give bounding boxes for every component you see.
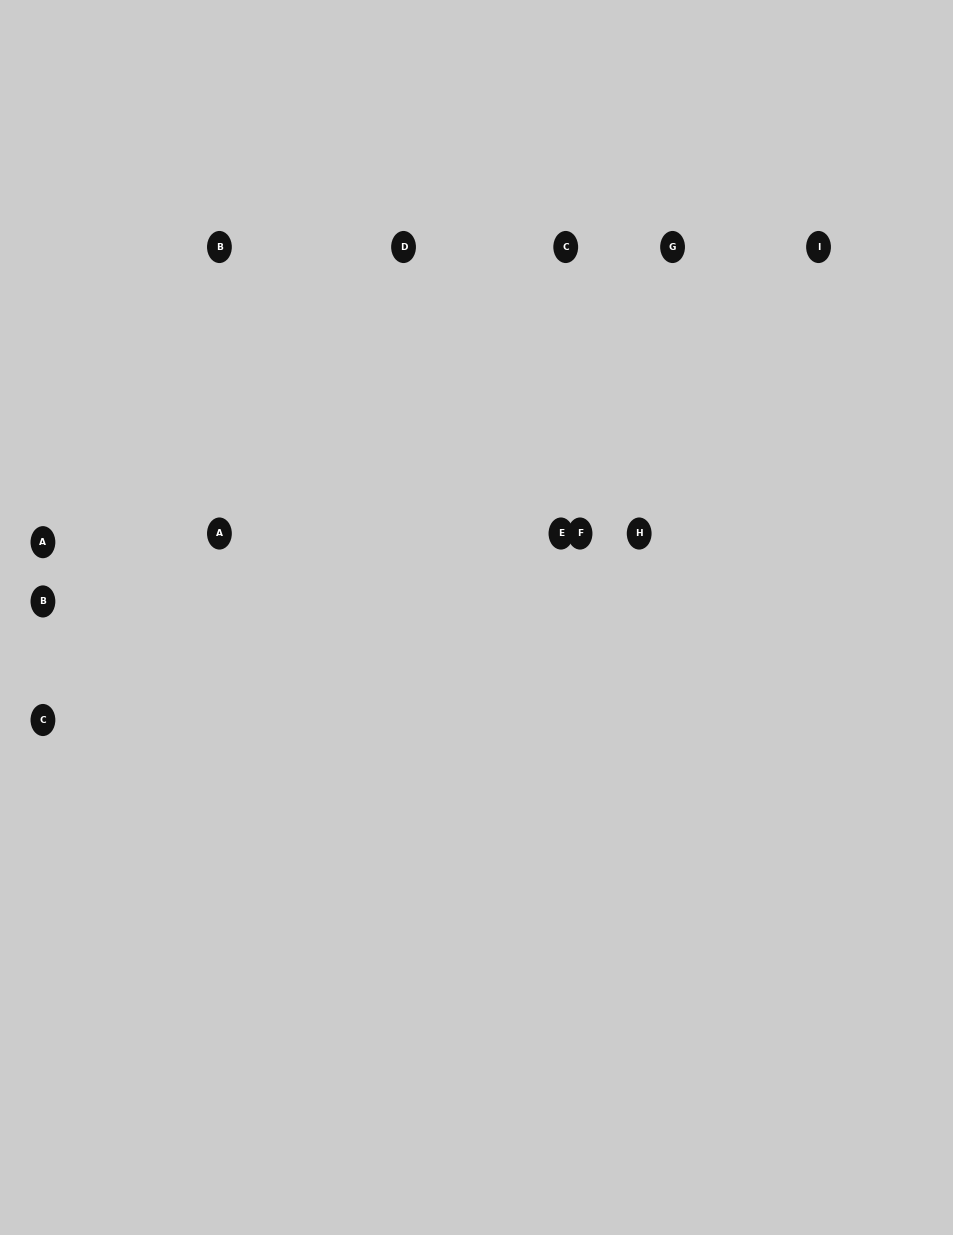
Circle shape: [30, 704, 55, 736]
Text: The washer is locked - will blink once if you press any button or turn the cycle: The washer is locked - will blink once i…: [100, 1072, 519, 1082]
Text: Hold Turns In SmArt: Hold Turns In SmArt: [540, 509, 590, 514]
FancyBboxPatch shape: [362, 483, 374, 490]
Circle shape: [207, 231, 232, 263]
Text: Start and Unlock Lid: Start and Unlock Lid: [59, 589, 203, 603]
Text: I: I: [816, 242, 820, 252]
Text: Power: Power: [59, 530, 103, 543]
Text: Unlock Lid: Unlock Lid: [199, 370, 235, 377]
Text: Extra Light: Extra Light: [553, 467, 582, 472]
Text: The My Settings feature is on for this cycle.: The My Settings feature is on for this c…: [100, 1057, 316, 1067]
Text: Press Start to begin the cycle. NOTE: The lid must be closed for the washer to f: Press Start to begin the cycle. NOTE: Th…: [59, 627, 948, 650]
Text: Cold: Cold: [592, 440, 604, 445]
Text: Normal: Normal: [470, 275, 495, 280]
Text: • Select wash cycle.
• Select wash options,
  including Fabric Softener
  option: • Select wash cycle. • Select wash optio…: [519, 142, 650, 216]
Text: Cycle stopped because lid is open. Close the lid.: Cycle stopped because lid is open. Close…: [176, 953, 417, 963]
Circle shape: [548, 517, 573, 550]
Text: Step 4: Step 4: [762, 80, 805, 94]
Circle shape: [30, 526, 55, 558]
Text: 🔒: 🔒: [81, 1072, 87, 1082]
Circle shape: [381, 364, 419, 414]
Text: The eWash feature is selected.: The eWash feature is selected.: [746, 1130, 900, 1140]
FancyBboxPatch shape: [405, 483, 416, 490]
Text: C: C: [562, 242, 568, 252]
Text: SmartDispense™: SmartDispense™: [772, 272, 844, 280]
Text: Medium: Medium: [627, 385, 649, 390]
Circle shape: [567, 517, 592, 550]
Text: Display and Status Lights: Display and Status Lights: [59, 708, 239, 721]
Text: Normal: Normal: [553, 412, 573, 417]
Text: Tap Cold: Tap Cold: [592, 467, 615, 472]
Text: Light: Light: [553, 440, 566, 445]
Text: My
Settings: My Settings: [693, 280, 714, 291]
Text: The Energy Smart feature is selected. See About Appliance Communication section.: The Energy Smart feature is selected. Se…: [124, 1105, 543, 1115]
Text: Normal: Normal: [388, 274, 413, 280]
Text: F: F: [577, 529, 582, 538]
Text: Soil: Soil: [553, 351, 566, 359]
Text: Towels / Sheets: Towels / Sheets: [470, 309, 523, 314]
Text: Low: Low: [627, 412, 638, 417]
Text: • dELAY: • dELAY: [64, 856, 108, 866]
Circle shape: [553, 231, 578, 263]
Text: Water being heated for Sanitize cycle.: Water being heated for Sanitize cycle.: [176, 939, 367, 948]
Text: The lid is locked. See the Control
Lock description.: The lid is locked. See the Control Lock …: [746, 1105, 910, 1128]
Text: Dark Colors: Dark Colors: [311, 329, 351, 333]
Text: Tank Levels: Tank Levels: [710, 315, 746, 320]
Text: Operating instructions.: Operating instructions.: [32, 35, 415, 63]
Text: Warm Colors: Warm Colors: [592, 385, 627, 390]
Text: e: e: [597, 395, 602, 405]
Text: ♥: ♥: [81, 1057, 90, 1067]
Text: Washer in a delay start (4 hour maximum) awaiting lower energy rates (see the En: Washer in a delay start (4 hour maximum)…: [176, 884, 692, 894]
Text: Start: Start: [208, 284, 227, 293]
Text: Control
Light: Control Light: [752, 280, 769, 291]
Text: Softener
Tank 6%: Softener Tank 6%: [813, 315, 836, 326]
Text: A: A: [215, 529, 223, 538]
Text: Select Cycle and Hold Button for Stain options: Select Cycle and Hold Button for Stain o…: [336, 478, 464, 483]
Text: Pretreat
Bleach: Pretreat Bleach: [664, 453, 683, 463]
Text: Extra Hot: Extra Hot: [592, 358, 618, 363]
Text: Bulky Items: Bulky Items: [470, 342, 511, 347]
Text: • PAUSE: • PAUSE: [64, 982, 110, 992]
Text: The display shows the approximate time remaining until the end of the cycle.: The display shows the approximate time r…: [59, 761, 446, 771]
Text: Detergent
Tank 6%: Detergent Tank 6%: [767, 315, 796, 326]
Text: Feature status lights indicate (see sections F, G and H for more details):: Feature status lights indicate (see sect…: [59, 1042, 465, 1052]
Circle shape: [805, 231, 830, 263]
Text: Speedwash: Speedwash: [311, 477, 351, 482]
Circle shape: [626, 517, 651, 550]
FancyBboxPatch shape: [188, 332, 247, 372]
Text: Step 3: Step 3: [519, 80, 562, 94]
Text: DELAY
WASH: DELAY WASH: [711, 1137, 730, 1149]
Text: A Delay Wash time is set.: A Delay Wash time is set.: [746, 1155, 874, 1165]
Circle shape: [348, 321, 453, 457]
Text: • CyCLE PrEP: • CyCLE PrEP: [64, 841, 138, 851]
Text: Sensing dry load size prior to fill (normal).: Sensing dry load size prior to fill (nor…: [176, 841, 386, 851]
Text: Spin: Spin: [635, 351, 652, 359]
Text: Hold 3 Sec to
Lock Controls: Hold 3 Sec to Lock Controls: [803, 280, 836, 291]
Text: Delay
Wash: Delay Wash: [558, 483, 572, 493]
Text: • H2O SUPPLY: • H2O SUPPLY: [64, 925, 143, 935]
Circle shape: [30, 585, 55, 618]
Text: LID
LOCKED: LID LOCKED: [706, 1088, 735, 1099]
Text: • Quick Rinse: • Quick Rinse: [470, 375, 517, 380]
Text: • LOAd SenSE: • LOAd SenSE: [64, 967, 141, 977]
Text: Display:: Display:: [59, 746, 106, 756]
Text: Step 2: Step 2: [262, 80, 305, 94]
Text: BASKETclean: BASKETclean: [470, 442, 515, 447]
Text: Energy Smart: Energy Smart: [51, 1105, 104, 1114]
Text: For the first 45 seconds of a fill, the estimated end of cycle time is displayed: For the first 45 seconds of a fill, the …: [176, 898, 901, 908]
Text: When Delay Wash is initiated. Replaced with estimated time when cycle starts.: When Delay Wash is initiated. Replaced w…: [176, 856, 572, 866]
Text: To continue the cycle, press Start again. If machine is paused more than 24 hour: To continue the cycle, press Start again…: [59, 690, 953, 700]
Text: 4: 4: [32, 1105, 41, 1118]
Text: Temp: Temp: [591, 351, 612, 359]
Text: • Lid: • Lid: [64, 953, 91, 963]
Text: Sanitize: Sanitize: [470, 475, 497, 480]
Text: Sensing wet load size (normal).: Sensing wet load size (normal).: [176, 967, 334, 977]
Text: e: e: [716, 1110, 725, 1126]
Text: G: G: [668, 242, 676, 252]
Text: Press to “wake up” the display. If the display is active, press to put the washe: Press to “wake up” the display. If the d…: [59, 568, 528, 578]
